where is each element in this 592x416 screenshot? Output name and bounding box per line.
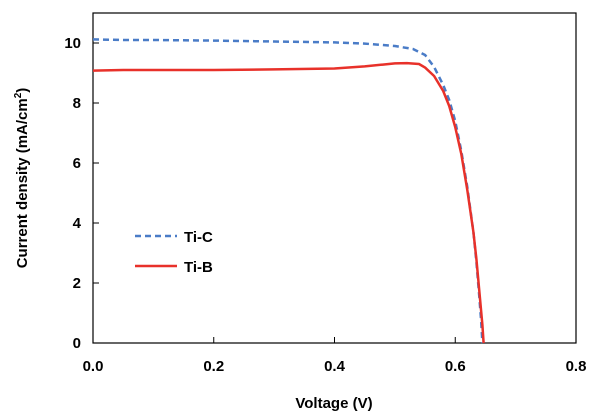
- y-axis-title-tail: ): [14, 88, 31, 93]
- series-line-ti-c: [92, 38, 484, 344]
- x-tick-label: 0.2: [203, 358, 224, 375]
- y-tick-label: 6: [73, 155, 81, 172]
- x-tick-label: 0.0: [83, 358, 104, 375]
- x-tick-label: 0.4: [324, 358, 346, 375]
- y-tick-label: 10: [64, 35, 81, 52]
- plot-frame: [92, 12, 577, 344]
- y-tick-label: 4: [73, 215, 82, 232]
- series-line-ti-b: [92, 61, 485, 344]
- x-tick-label: 0.8: [566, 358, 587, 375]
- legend-label-ti-b: Ti-B: [184, 259, 213, 276]
- y-axis-title: Current density (mA/cm2): [13, 88, 31, 269]
- x-tick-label: 0.6: [445, 358, 466, 375]
- y-tick-label: 2: [73, 275, 81, 292]
- legend-label-ti-c: Ti-C: [184, 229, 213, 246]
- legend: Ti-C Ti-B: [135, 229, 213, 276]
- y-axis-ticks: 0 2 4 6 8 10: [64, 35, 99, 352]
- y-axis-title-superscript: 2: [13, 92, 24, 98]
- y-tick-label: 0: [73, 335, 81, 352]
- x-axis-title: Voltage (V): [295, 395, 372, 412]
- series-layer: [92, 38, 485, 344]
- y-axis-title-main: Current density (mA/cm: [14, 98, 31, 268]
- y-tick-label: 8: [73, 95, 81, 112]
- x-axis-ticks: 0.0 0.2 0.4 0.6 0.8: [83, 337, 587, 375]
